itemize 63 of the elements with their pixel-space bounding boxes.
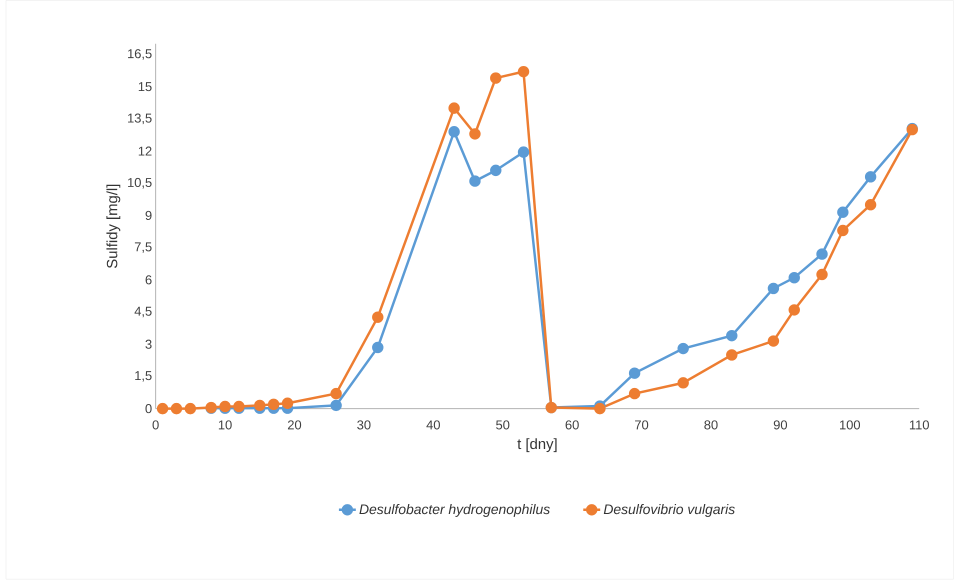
x-tick-label: 70 — [635, 420, 648, 430]
y-tick-label: 9 — [146, 211, 152, 220]
y-axis-title: Sulfidy [mg/l] — [106, 184, 120, 268]
y-tick-label: 10,5 — [128, 178, 152, 189]
point — [726, 330, 738, 342]
point — [788, 304, 800, 316]
x-tick-label: 110 — [910, 420, 929, 430]
x-tick-label: 0 — [152, 420, 159, 430]
point — [254, 400, 266, 412]
x-axis-title: t [dny] — [517, 438, 557, 452]
point — [726, 349, 738, 361]
point — [469, 176, 481, 187]
point — [469, 128, 481, 140]
x-tick-label: 80 — [704, 420, 718, 430]
point — [628, 368, 640, 380]
point — [788, 272, 800, 284]
point — [816, 268, 828, 280]
y-tick-label: 13,5 — [128, 114, 152, 124]
y-tick-label: 16,5 — [128, 49, 152, 60]
point — [518, 66, 530, 78]
point — [156, 403, 168, 415]
x-tick-label: 40 — [426, 420, 440, 430]
x-tick-label: 100 — [840, 420, 860, 430]
y-tick-label: 15 — [138, 82, 152, 92]
point — [864, 171, 876, 183]
legend-label: Desulfobacter hydrogenophilus — [359, 504, 550, 518]
y-tick-label: 6 — [146, 275, 152, 285]
point — [170, 403, 182, 415]
y-tick-label: 3 — [145, 340, 152, 349]
legend-label: Desulfovibrio vulgaris — [604, 504, 735, 518]
point — [837, 206, 849, 218]
point — [677, 343, 689, 354]
point — [268, 398, 280, 410]
point — [330, 400, 342, 412]
point — [448, 102, 460, 114]
point — [628, 388, 640, 400]
y-tick-label: 4,5 — [134, 306, 152, 318]
x-tick-label: 60 — [566, 420, 579, 430]
y-tick-label: 0 — [145, 404, 152, 414]
x-tick-label: 20 — [288, 420, 302, 430]
y-tick-label: 12 — [138, 146, 152, 156]
x-tick-label: 30 — [357, 420, 371, 430]
point — [768, 336, 780, 347]
point — [768, 282, 780, 294]
point — [282, 398, 294, 410]
point — [372, 342, 384, 354]
point — [490, 72, 502, 84]
point — [184, 403, 196, 415]
y-tick-label: 1,5 — [135, 371, 152, 382]
point — [490, 164, 502, 176]
x-tick-label: 50 — [496, 420, 510, 430]
point — [330, 388, 342, 400]
x-tick-label: 90 — [774, 420, 788, 430]
point — [837, 224, 849, 236]
point — [677, 377, 689, 389]
point — [816, 248, 828, 260]
point — [448, 126, 460, 138]
point — [518, 146, 530, 158]
point — [864, 199, 876, 211]
point — [372, 312, 384, 324]
x-tick-label: 10 — [218, 420, 232, 430]
y-tick-label: 7,5 — [134, 242, 152, 254]
point — [594, 403, 606, 415]
